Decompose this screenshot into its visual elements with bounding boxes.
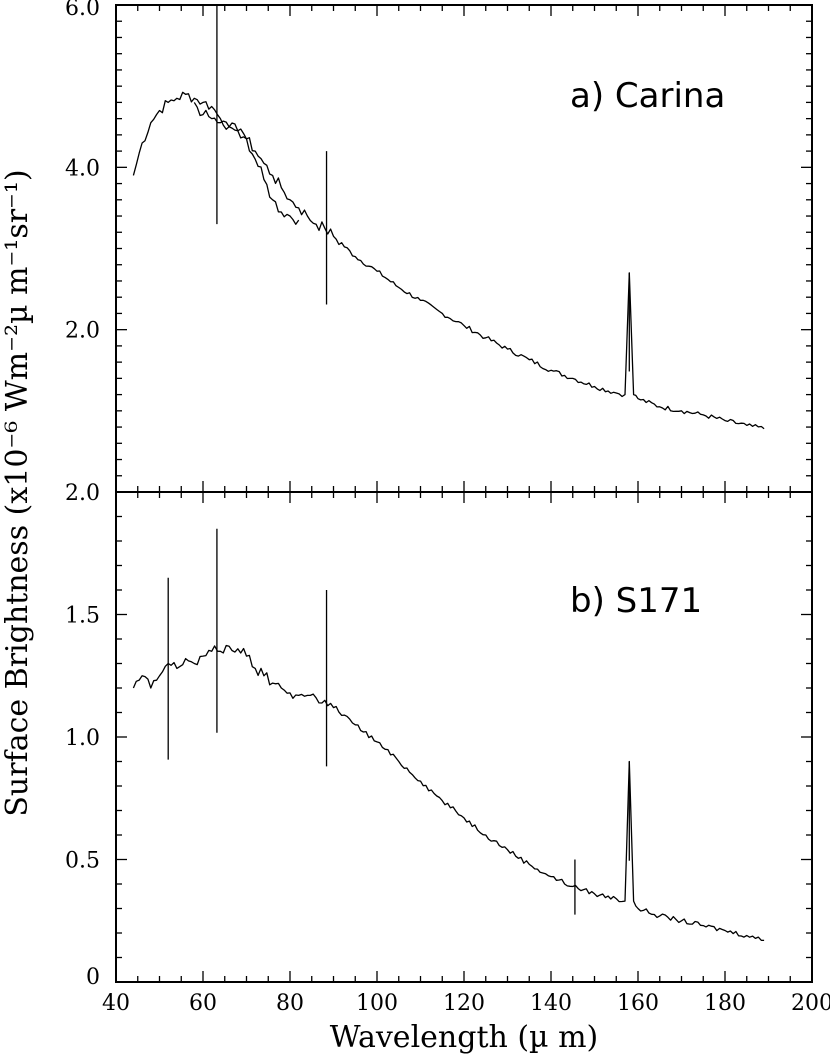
x-tick-labels: 40 60 80 100 120 140 160 180 200 (102, 991, 830, 1016)
y-tick-label: 6.0 (65, 0, 100, 21)
spectrum-series-1 (132, 91, 765, 430)
y-tick-label: 0 (86, 965, 100, 990)
y-axis-title: Surface Brightness (x10⁻⁶ Wm⁻²µ m⁻¹sr⁻¹) (0, 169, 35, 816)
spectrum-series-2 (193, 102, 300, 225)
y-tick-label: 4.0 (65, 156, 100, 181)
x-tick-label: 80 (276, 991, 304, 1016)
x-tick-label: 180 (704, 991, 746, 1016)
y-tick-label: 1.5 (65, 604, 100, 629)
panel-carina: 2.0 4.0 6.0 a) Carina (65, 0, 813, 493)
x-tick-label: 200 (791, 991, 830, 1016)
x-tick-label: 60 (189, 991, 217, 1016)
x-tick-label: 140 (530, 991, 572, 1016)
panel-carina-ticks (115, 4, 813, 493)
panel-carina-y-tick-labels: 2.0 4.0 6.0 (65, 0, 100, 344)
y-tick-label: 0.5 (65, 849, 100, 874)
panel-s171-series (132, 528, 765, 942)
x-axis-title: Wavelength (µ m) (330, 1020, 599, 1055)
y-tick-label: 2.0 (65, 319, 100, 344)
panel-s171-ticks (115, 491, 813, 983)
x-tick-label: 40 (102, 991, 130, 1016)
x-tick-label: 120 (443, 991, 485, 1016)
spectrum-series-1 (132, 644, 765, 942)
panel-s171-frame (115, 491, 813, 983)
panel-s171-label: b) S171 (570, 581, 702, 621)
panel-s171: 0 0.5 1.0 1.5 2.0 40 60 80 100 120 140 160 180 200 b… (65, 481, 830, 1016)
x-tick-label: 160 (617, 991, 659, 1016)
x-tick-label: 100 (356, 991, 398, 1016)
panel-carina-series (132, 5, 765, 430)
y-tick-label: 2.0 (65, 481, 100, 506)
y-tick-label: 1.0 (65, 726, 100, 751)
panel-carina-label: a) Carina (570, 76, 725, 116)
panel-s171-y-tick-labels: 0 0.5 1.0 1.5 2.0 (65, 481, 100, 990)
